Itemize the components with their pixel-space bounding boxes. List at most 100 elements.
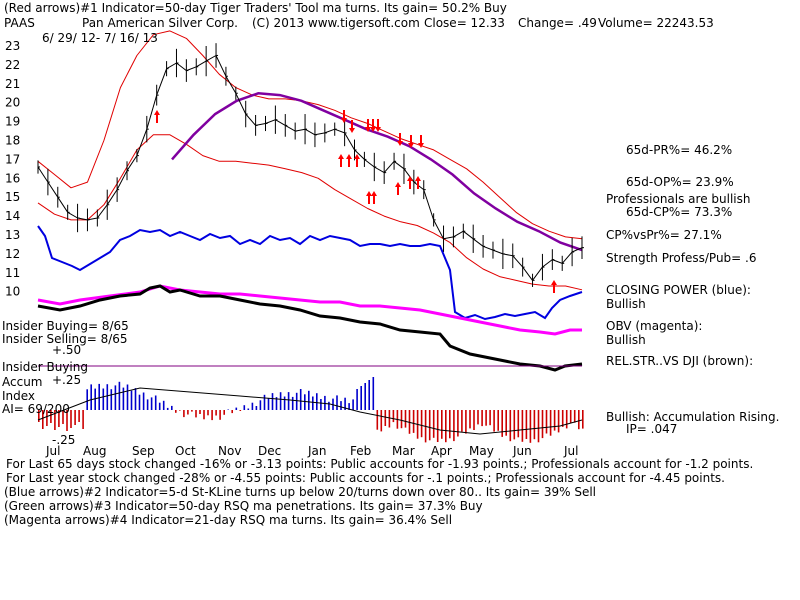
red-down-arrow [349, 120, 355, 133]
date-range: 6/ 29/ 12- 7/ 16/ 13 [42, 31, 158, 45]
accum-bar [324, 395, 326, 410]
accum-bar [207, 410, 209, 416]
accum-tick-minus-25: -.25 [52, 433, 76, 447]
accum-bar [179, 410, 181, 411]
accum-bar [380, 410, 383, 432]
red-up-arrow [407, 176, 413, 189]
accum-bar [549, 410, 552, 436]
obv-label: OBV (magenta): [606, 319, 703, 333]
accum-bar [219, 410, 221, 420]
accum-bar [146, 399, 149, 410]
accum-bar [130, 390, 133, 410]
month-label: Feb [350, 444, 371, 458]
pr-stat: 65d-PR%= 46.2% [626, 143, 733, 157]
accum-bar [420, 410, 423, 438]
red-down-arrow [375, 119, 381, 132]
accum-bar [94, 388, 96, 410]
ip-stat: IP= .047 [626, 422, 678, 436]
accum-bar [102, 388, 105, 410]
accum-bar [428, 410, 431, 441]
accum-bar [436, 410, 439, 442]
accum-bar [561, 410, 564, 427]
accum-bar [304, 394, 306, 410]
month-label: May [469, 444, 494, 458]
accum-label: Accum [2, 375, 43, 389]
y-tick-label: 16 [5, 171, 20, 185]
red-up-arrow [415, 176, 421, 189]
accum-bar [215, 410, 217, 416]
footer-year: For Last year stock changed -28% or -4.5… [6, 471, 725, 485]
red-down-arrow [365, 119, 371, 132]
accum-bar [62, 410, 64, 424]
accum-bar [74, 410, 76, 425]
accum-bar [312, 396, 314, 410]
accum-bar [70, 410, 72, 428]
y-tick-label: 21 [5, 77, 20, 91]
insider-selling-count: Insider Selling= 8/65 [2, 332, 128, 346]
accum-bar [142, 392, 145, 410]
accum-bar [509, 410, 512, 442]
red-up-arrow [338, 154, 344, 167]
month-label: Apr [431, 444, 452, 458]
red-down-arrow [418, 135, 424, 148]
month-label: Oct [175, 444, 196, 458]
accum-bar [364, 383, 366, 410]
accum-bar [279, 392, 282, 410]
accum-bar [501, 410, 503, 437]
accum-bar [348, 403, 350, 410]
accum-bar [227, 409, 229, 410]
red-up-arrow [551, 280, 557, 293]
y-tick-label: 10 [5, 285, 20, 299]
accum-bar [582, 410, 584, 429]
cp-stat: 65d-CP%= 73.3% [626, 205, 733, 219]
accum-bar [199, 410, 201, 414]
accum-bar [344, 397, 346, 410]
red-up-arrow [371, 191, 377, 204]
accum-bar [352, 399, 354, 410]
accum-bar [110, 389, 113, 410]
accum-bar [171, 405, 173, 410]
insider-buying-label: Insider Buying [2, 360, 88, 374]
accum-bar [66, 410, 68, 431]
accum-bar [481, 410, 483, 427]
red-down-arrow [341, 110, 347, 123]
lower-band-line [37, 134, 583, 291]
accum-bar [404, 410, 407, 428]
accum-bar [118, 381, 121, 410]
month-label: Jul [563, 444, 578, 458]
index-label: Index [2, 389, 36, 403]
accum-bar [525, 410, 528, 439]
relstr-label: REL.STR..VS DJI (brown): [606, 354, 754, 368]
accum-bar [239, 410, 242, 411]
accum-bar [384, 410, 387, 426]
pros-stat: Professionals are bullish [606, 192, 751, 206]
accum-bar [255, 406, 258, 410]
red-up-arrow [154, 110, 160, 123]
accum-bar [251, 402, 254, 410]
accum-bar [328, 401, 330, 410]
accum-bar [412, 410, 415, 433]
accum-bar [497, 410, 499, 431]
accum-bar [175, 410, 177, 413]
accum-bar [78, 410, 80, 422]
accum-bar [223, 410, 225, 415]
y-tick-label: 22 [5, 58, 20, 72]
accum-bar [573, 410, 576, 423]
accum-bar [275, 397, 278, 410]
accum-bar [98, 383, 100, 410]
y-tick-label: 15 [5, 190, 20, 204]
cpvspr-stat: CP%vsPr%= 27.1% [606, 228, 722, 242]
month-label: Sep [132, 444, 155, 458]
accum-bar [316, 393, 318, 410]
accum-bar [271, 393, 274, 410]
accum-bar [529, 410, 532, 443]
close-value: Close= 12.33 [424, 16, 505, 30]
footer-65d: For Last 65 days stock changed -16% or -… [6, 457, 754, 471]
accum-bar [493, 410, 495, 432]
signal-arrows [154, 110, 557, 293]
accum-bar [243, 405, 246, 410]
month-label: Aug [83, 444, 106, 458]
accum-bar [320, 399, 322, 410]
accum-bar [360, 386, 362, 410]
